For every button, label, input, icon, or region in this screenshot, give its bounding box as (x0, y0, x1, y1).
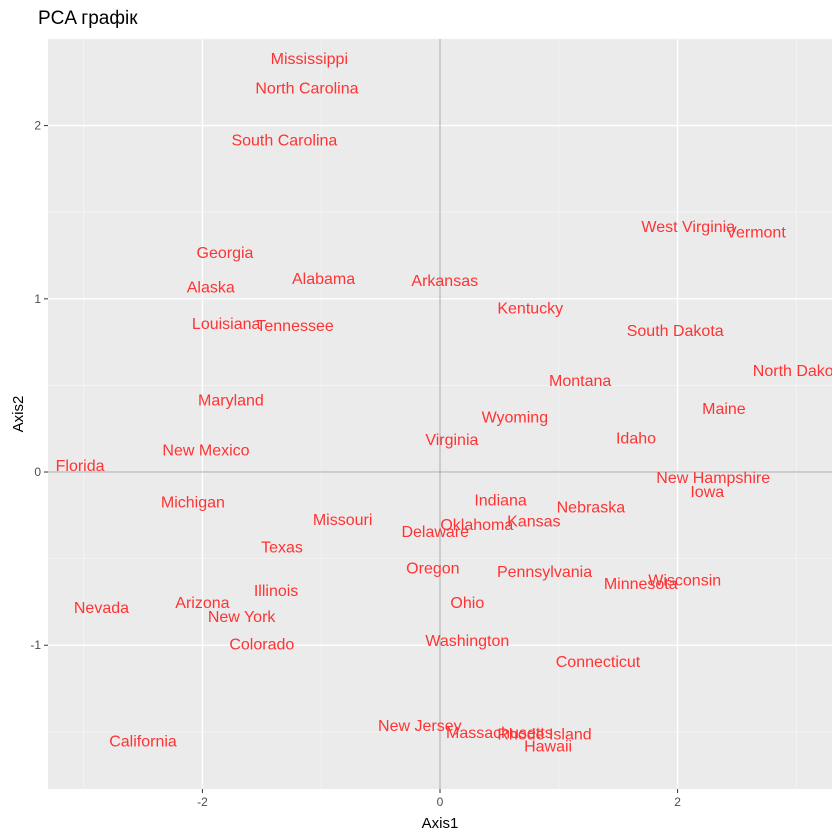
point-label: Louisiana (192, 316, 261, 333)
point-label: New Hampshire (656, 470, 770, 487)
y-tick-label: 2 (34, 119, 41, 133)
point-label: Florida (56, 458, 105, 475)
point-label: Hawaii (524, 739, 572, 756)
point-labels: Mississippi North Carolina South Carolina W… (56, 51, 840, 756)
point-label: Kentucky (497, 300, 563, 317)
point-label: West Virginia (641, 219, 735, 236)
point-label: Nebraska (557, 500, 626, 517)
point-label: Georgia (197, 245, 254, 262)
x-tick-label: 0 (437, 795, 444, 809)
point-label: Arkansas (411, 273, 478, 290)
point-label: Colorado (229, 637, 294, 654)
x-tick-label: -2 (197, 795, 208, 809)
point-label: Alabama (292, 271, 355, 288)
point-label: Rhode Island (497, 727, 591, 744)
point-label: Illinois (254, 583, 298, 600)
point-label: Wisconsin (648, 572, 721, 589)
y-tick-label: -1 (30, 638, 41, 652)
point-label: Washington (425, 633, 509, 650)
x-axis-ticks: -2 0 2 (197, 789, 681, 809)
point-label: South Dakota (627, 323, 724, 340)
chart-title: PCA графік (38, 8, 138, 29)
x-tick-label: 2 (674, 795, 681, 809)
point-label: Montana (549, 373, 611, 390)
point-label: Nevada (74, 600, 129, 617)
y-tick-label: 1 (34, 292, 41, 306)
point-label: Maine (702, 401, 746, 418)
reference-lines (48, 39, 832, 789)
point-label: Wyoming (482, 410, 549, 427)
point-label: Oklahoma (440, 517, 513, 534)
point-label: Idaho (616, 430, 656, 447)
point-label: California (109, 734, 177, 751)
point-label: Iowa (690, 484, 724, 501)
y-axis-ticks: -1 0 1 2 (30, 119, 48, 652)
point-label: New Mexico (162, 443, 249, 460)
point-label: North Dakota (753, 363, 840, 380)
point-label: South Carolina (231, 132, 337, 149)
point-label: Minnesota (604, 576, 678, 593)
point-label: Virginia (425, 432, 478, 449)
point-label: Ohio (450, 595, 484, 612)
point-label: Oregon (406, 560, 459, 577)
point-label: Mississippi (271, 51, 348, 68)
point-label: Alaska (187, 280, 235, 297)
point-label: Pennsylvania (497, 564, 592, 581)
point-label: Maryland (198, 392, 264, 409)
point-label: Vermont (726, 224, 786, 241)
y-tick-label: 0 (34, 465, 41, 479)
point-label: Michigan (161, 494, 225, 511)
point-label: Connecticut (556, 654, 641, 671)
point-label: Indiana (474, 493, 527, 510)
point-label: Texas (261, 540, 303, 557)
point-label: New York (208, 609, 277, 626)
point-label: Delaware (401, 524, 469, 541)
point-label: North Carolina (255, 80, 358, 97)
y-axis-title: Axis2 (10, 396, 27, 433)
point-label: New Jersey (378, 718, 462, 735)
point-label: Missouri (313, 512, 373, 529)
point-label: Massachusetts (446, 725, 553, 742)
point-label: Tennessee (256, 318, 333, 335)
point-label: Arizona (175, 595, 229, 612)
point-label: Kansas (507, 514, 560, 531)
x-axis-title: Axis1 (422, 815, 459, 832)
